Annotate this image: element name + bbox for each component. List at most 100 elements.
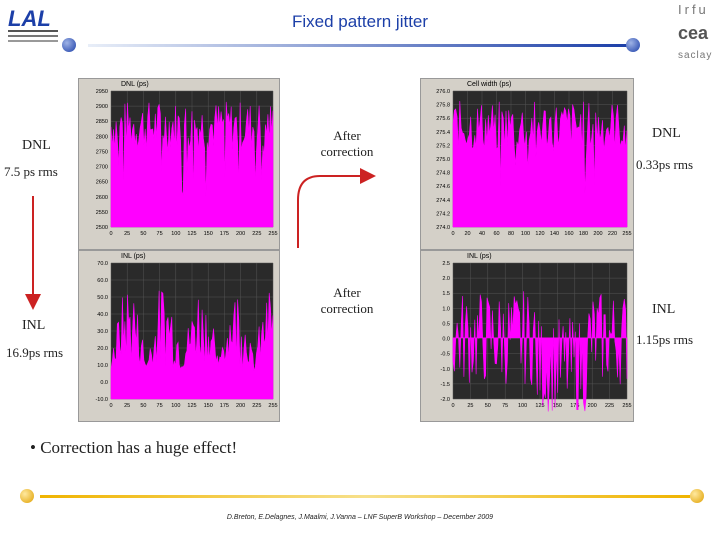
y-tick-label: 2900 bbox=[96, 104, 108, 110]
y-tick-label: -0.5 bbox=[441, 352, 450, 358]
chart-inl-before: INL (ps) 70.0 60.0 50.0 40.0 30.0 20.0 10.0 0.0… bbox=[78, 250, 280, 422]
y-tick-label: 10.0 bbox=[97, 363, 108, 369]
rule-dot-right bbox=[626, 38, 640, 52]
y-tick-label: 40.0 bbox=[97, 312, 108, 318]
x-tick-label: 125 bbox=[187, 403, 196, 409]
chart-plot: 70.060.050.040.030.020.010.00.0-10.00 25 5… bbox=[95, 261, 277, 409]
y-tick-label: 275.4 bbox=[436, 130, 450, 136]
footer-credit: D.Breton, E.Delagnes, J.Maalmi, J.Vanna … bbox=[226, 514, 494, 521]
x-tick-label: 25 bbox=[467, 403, 473, 409]
y-tick-label: 2800 bbox=[96, 134, 108, 140]
y-tick-label: 1.0 bbox=[442, 306, 450, 312]
x-tick-label: 25 bbox=[124, 403, 130, 409]
x-tick-label: 75 bbox=[502, 403, 508, 409]
y-tick-label: 2750 bbox=[96, 149, 108, 155]
chart-dnl-before: DNL (ps) 2950 2900 2850 2800 2750 2700 2650 260… bbox=[78, 78, 280, 250]
chart-title: Cell width (ps) bbox=[467, 81, 512, 88]
x-tick-label: 200 bbox=[236, 231, 245, 237]
x-tick-label: 200 bbox=[593, 231, 602, 237]
footer-dot-right bbox=[690, 489, 704, 503]
x-tick-label: 180 bbox=[579, 231, 588, 237]
svg-text:LAL: LAL bbox=[8, 6, 51, 31]
y-tick-label: 275.6 bbox=[436, 116, 450, 122]
y-tick-label: -1.5 bbox=[441, 382, 450, 388]
y-tick-label: -1.0 bbox=[441, 367, 450, 373]
x-tick-label: 125 bbox=[535, 403, 544, 409]
chart-dnl-after: Cell width (ps) 276.0 275.8 275.6 275.4 275.… bbox=[420, 78, 634, 250]
y-tick-label: 2550 bbox=[96, 210, 108, 216]
x-tick-label: 140 bbox=[550, 231, 559, 237]
x-tick-label: 255 bbox=[268, 231, 277, 237]
x-tick-label: 175 bbox=[220, 231, 229, 237]
x-tick-label: 225 bbox=[252, 403, 261, 409]
cea-logo: Irfu cea saclay bbox=[678, 2, 718, 70]
y-tick-label: 2500 bbox=[96, 225, 108, 231]
chart-title: DNL (ps) bbox=[121, 81, 149, 88]
x-tick-label: 120 bbox=[535, 231, 544, 237]
bullet-point: • Correction has a huge effect! bbox=[30, 438, 237, 458]
x-tick-label: 75 bbox=[157, 403, 163, 409]
after-correction-bottom: After correction bbox=[320, 285, 374, 316]
x-tick-label: 150 bbox=[204, 403, 213, 409]
irfu-wordmark: Irfu bbox=[678, 2, 709, 17]
y-tick-label: 0.5 bbox=[442, 321, 450, 327]
bullet-dot: • bbox=[30, 438, 41, 457]
y-tick-label: 274.4 bbox=[436, 198, 450, 204]
inl-label-right: INL bbox=[652, 302, 676, 317]
x-tick-label: 255 bbox=[622, 403, 631, 409]
footer-rule bbox=[40, 495, 690, 498]
signal-trace bbox=[110, 101, 274, 228]
x-tick-label: 40 bbox=[479, 231, 485, 237]
x-tick-label: 80 bbox=[508, 231, 514, 237]
x-tick-label: 50 bbox=[140, 231, 146, 237]
x-tick-label: 0 bbox=[109, 403, 112, 409]
x-tick-label: 75 bbox=[157, 231, 163, 237]
x-tick-label: 25 bbox=[124, 231, 130, 237]
y-tick-label: 2700 bbox=[96, 165, 108, 171]
x-tick-label: 200 bbox=[588, 403, 597, 409]
y-tick-label: 1.5 bbox=[442, 291, 450, 297]
chart-plot: 2950290028502800275027002650260025502500… bbox=[96, 89, 278, 237]
x-tick-label: 50 bbox=[485, 403, 491, 409]
x-tick-label: 255 bbox=[268, 403, 277, 409]
dnl-label-right: DNL bbox=[652, 126, 681, 141]
y-tick-label: 2950 bbox=[96, 89, 108, 95]
inl-rms-left: 16.9ps rms bbox=[6, 345, 64, 360]
lab-logo: LAL bbox=[8, 6, 58, 42]
y-tick-label: 2.5 bbox=[442, 261, 450, 267]
y-tick-label: 30.0 bbox=[97, 329, 108, 335]
signal-trace bbox=[452, 291, 628, 412]
x-tick-label: 20 bbox=[464, 231, 470, 237]
saclay-wordmark: saclay bbox=[678, 50, 713, 61]
cea-wordmark: cea bbox=[678, 23, 709, 43]
y-tick-label: 50.0 bbox=[97, 295, 108, 301]
rule-dot-left bbox=[62, 38, 76, 52]
x-tick-label: 150 bbox=[553, 403, 562, 409]
signal-trace bbox=[110, 290, 274, 400]
inl-label-left: INL bbox=[22, 318, 46, 333]
x-tick-label: 175 bbox=[570, 403, 579, 409]
bullet-text: Correction has a huge effect! bbox=[40, 438, 238, 457]
x-tick-label: 100 bbox=[518, 403, 527, 409]
y-tick-label: 274.2 bbox=[436, 211, 450, 217]
chart-inl-after: INL (ps) 2.5 2.0 1.5 1.0 0.5 0.0 -0.5 -1.0 -1.5 -… bbox=[420, 250, 634, 422]
y-tick-label: 275.0 bbox=[436, 157, 450, 163]
chart-plot: 276.0 275.8 275.6 275.4 275.2 275.0 274.8 274.6… bbox=[436, 89, 631, 237]
y-tick-label: -10.0 bbox=[95, 397, 108, 403]
y-tick-label: 2850 bbox=[96, 119, 108, 125]
y-tick-label: 276.0 bbox=[436, 89, 450, 95]
y-tick-label: 274.6 bbox=[436, 184, 450, 190]
x-tick-label: 0 bbox=[451, 231, 454, 237]
y-tick-label: 274.0 bbox=[436, 225, 450, 231]
y-tick-label: 2.0 bbox=[442, 276, 450, 282]
y-tick-label: 275.2 bbox=[436, 143, 450, 149]
dnl-label-left: DNL bbox=[22, 138, 51, 153]
x-tick-label: 255 bbox=[622, 231, 631, 237]
x-tick-label: 100 bbox=[521, 231, 530, 237]
slide-title: Fixed pattern jitter bbox=[291, 12, 429, 31]
x-tick-label: 200 bbox=[236, 403, 245, 409]
chart-title: INL (ps) bbox=[467, 253, 492, 260]
y-tick-label: 20.0 bbox=[97, 346, 108, 352]
x-tick-label: 0 bbox=[451, 403, 454, 409]
